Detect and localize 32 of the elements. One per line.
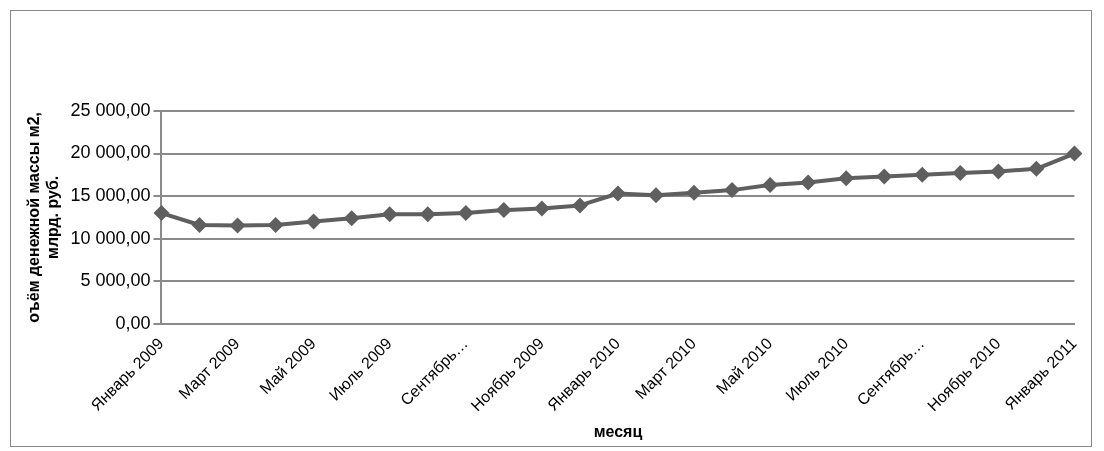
point	[1066, 145, 1083, 162]
point	[267, 216, 284, 233]
point	[229, 217, 246, 234]
point	[724, 182, 741, 199]
point	[686, 184, 703, 201]
y-tick-label: 10 000,00	[70, 227, 151, 248]
point	[609, 185, 626, 202]
point	[533, 200, 550, 217]
point	[153, 205, 170, 222]
y-tick-label: 15 000,00	[70, 185, 151, 206]
point	[990, 163, 1007, 180]
point	[571, 197, 588, 214]
y-tick-label: 0,00	[115, 312, 151, 333]
point	[495, 202, 512, 219]
point	[343, 210, 360, 227]
point	[952, 165, 969, 182]
y-axis-title: оъём денежной массы м2, млрд. руб.	[25, 111, 62, 323]
x-axis-title: месяц	[593, 422, 643, 440]
y-tick-label: 5 000,00	[80, 270, 151, 291]
point	[191, 216, 208, 233]
point	[305, 213, 322, 230]
point	[1028, 160, 1045, 177]
point	[876, 168, 893, 185]
point	[914, 166, 931, 183]
y-tick-label: 20 000,00	[70, 142, 151, 163]
point	[457, 205, 474, 222]
point	[800, 174, 817, 191]
point	[381, 206, 398, 223]
point	[838, 170, 855, 187]
y-tick-label: 25 000,00	[70, 99, 151, 120]
point	[762, 177, 779, 193]
point	[419, 206, 436, 223]
